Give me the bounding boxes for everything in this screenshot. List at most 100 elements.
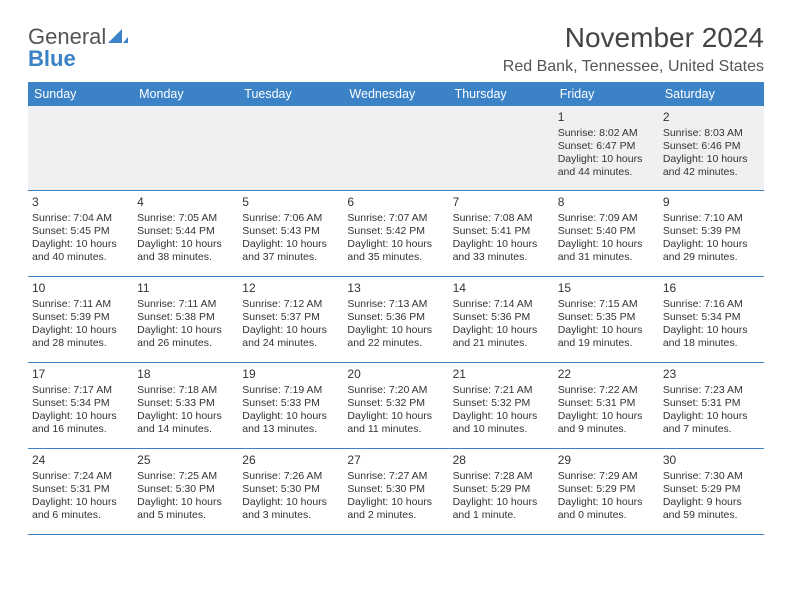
detail-line: and 3 minutes.: [242, 509, 339, 522]
day-detail: Sunrise: 7:19 AMSunset: 5:33 PMDaylight:…: [242, 384, 339, 437]
detail-line: Sunset: 5:35 PM: [558, 311, 655, 324]
detail-line: Daylight: 10 hours: [558, 410, 655, 423]
location-label: Red Bank, Tennessee, United States: [503, 58, 764, 76]
detail-line: Sunrise: 7:12 AM: [242, 298, 339, 311]
detail-line: Sunrise: 7:25 AM: [137, 470, 234, 483]
title-block: November 2024 Red Bank, Tennessee, Unite…: [503, 22, 764, 76]
detail-line: and 19 minutes.: [558, 337, 655, 350]
detail-line: Sunset: 5:32 PM: [347, 397, 444, 410]
calendar-cell: 25 Sunrise: 7:25 AMSunset: 5:30 PMDayligh…: [133, 448, 238, 534]
detail-line: Daylight: 10 hours: [558, 496, 655, 509]
calendar-cell: 24Sunrise: 7:24 AMSunset: 5:31 PMDayligh…: [28, 448, 133, 534]
day-number: 22: [558, 367, 655, 382]
day-detail: Sunrise: 7:11 AMSunset: 5:39 PMDaylight:…: [32, 298, 129, 351]
calendar-row: 24Sunrise: 7:24 AMSunset: 5:31 PMDayligh…: [28, 448, 764, 534]
detail-line: and 18 minutes.: [663, 337, 760, 350]
detail-line: Sunrise: 7:22 AM: [558, 384, 655, 397]
day-detail: Sunrise: 7:27 AMSunset: 5:30 PMDaylight:…: [347, 470, 444, 523]
detail-line: and 33 minutes.: [453, 251, 550, 264]
calendar-cell: 12 Sunrise: 7:12 AMSunset: 5:37 PMDayligh…: [238, 276, 343, 362]
detail-line: Sunset: 5:29 PM: [453, 483, 550, 496]
calendar-cell: 18Sunrise: 7:18 AMSunset: 5:33 PMDayligh…: [133, 362, 238, 448]
detail-line: Daylight: 10 hours: [137, 496, 234, 509]
detail-line: Sunset: 5:30 PM: [137, 483, 234, 496]
day-detail: Sunrise: 7:06 AMSunset: 5:43 PMDaylight:…: [242, 212, 339, 265]
detail-line: Sunset: 5:31 PM: [32, 483, 129, 496]
calendar-cell: 8 Sunrise: 7:09 AMSunset: 5:40 PMDaylight…: [554, 190, 659, 276]
brand-logo: General Blue: [28, 22, 128, 70]
calendar-cell: 27 Sunrise: 7:27 AMSunset: 5:30 PMDayligh…: [343, 448, 448, 534]
detail-line: and 44 minutes.: [558, 166, 655, 179]
day-detail: Sunrise: 7:12 AMSunset: 5:37 PMDaylight:…: [242, 298, 339, 351]
brand-word-1: General: [28, 26, 106, 48]
detail-line: Sunset: 5:31 PM: [663, 397, 760, 410]
day-detail: Sunrise: 8:02 AMSunset: 6:47 PMDaylight:…: [558, 127, 655, 180]
day-number: 27: [347, 453, 444, 468]
detail-line: Daylight: 10 hours: [137, 410, 234, 423]
day-detail: Sunrise: 7:09 AMSunset: 5:40 PMDaylight:…: [558, 212, 655, 265]
day-detail: Sunrise: 7:20 AMSunset: 5:32 PMDaylight:…: [347, 384, 444, 437]
day-number: 25: [137, 453, 234, 468]
day-number: 12: [242, 281, 339, 296]
col-thu: Thursday: [449, 82, 554, 106]
detail-line: Sunset: 5:41 PM: [453, 225, 550, 238]
detail-line: Sunset: 5:30 PM: [242, 483, 339, 496]
calendar-cell: 21Sunrise: 7:21 AMSunset: 5:32 PMDayligh…: [449, 362, 554, 448]
detail-line: Daylight: 10 hours: [242, 496, 339, 509]
calendar-cell: 30Sunrise: 7:30 AMSunset: 5:29 PMDayligh…: [659, 448, 764, 534]
detail-line: Sunrise: 7:27 AM: [347, 470, 444, 483]
detail-line: Sunset: 5:39 PM: [663, 225, 760, 238]
detail-line: Sunrise: 7:17 AM: [32, 384, 129, 397]
day-detail: Sunrise: 7:16 AMSunset: 5:34 PMDaylight:…: [663, 298, 760, 351]
detail-line: Sunrise: 7:19 AM: [242, 384, 339, 397]
detail-line: Sunset: 5:29 PM: [663, 483, 760, 496]
detail-line: Daylight: 10 hours: [347, 238, 444, 251]
day-number: 2: [663, 110, 760, 125]
detail-line: and 10 minutes.: [453, 423, 550, 436]
calendar-cell: 22 Sunrise: 7:22 AMSunset: 5:31 PMDayligh…: [554, 362, 659, 448]
detail-line: Sunset: 5:38 PM: [137, 311, 234, 324]
detail-line: Sunrise: 7:24 AM: [32, 470, 129, 483]
detail-line: and 16 minutes.: [32, 423, 129, 436]
calendar-cell: 19 Sunrise: 7:19 AMSunset: 5:33 PMDayligh…: [238, 362, 343, 448]
detail-line: Sunset: 5:31 PM: [558, 397, 655, 410]
detail-line: Sunrise: 7:05 AM: [137, 212, 234, 225]
day-number: 15: [558, 281, 655, 296]
col-mon: Monday: [133, 82, 238, 106]
calendar-cell: [449, 106, 554, 190]
detail-line: Sunrise: 7:04 AM: [32, 212, 129, 225]
detail-line: Sunset: 6:47 PM: [558, 140, 655, 153]
weekday-header-row: Sunday Monday Tuesday Wednesday Thursday…: [28, 82, 764, 106]
calendar-cell: 17Sunrise: 7:17 AMSunset: 5:34 PMDayligh…: [28, 362, 133, 448]
calendar-cell: 13Sunrise: 7:13 AMSunset: 5:36 PMDayligh…: [343, 276, 448, 362]
detail-line: Daylight: 10 hours: [453, 410, 550, 423]
day-number: 3: [32, 195, 129, 210]
detail-line: Sunrise: 7:11 AM: [137, 298, 234, 311]
day-number: 19: [242, 367, 339, 382]
detail-line: Sunrise: 7:13 AM: [347, 298, 444, 311]
detail-line: Sunrise: 8:02 AM: [558, 127, 655, 140]
detail-line: and 22 minutes.: [347, 337, 444, 350]
detail-line: Sunset: 5:40 PM: [558, 225, 655, 238]
detail-line: Sunrise: 7:21 AM: [453, 384, 550, 397]
day-number: 29: [558, 453, 655, 468]
detail-line: Sunrise: 8:03 AM: [663, 127, 760, 140]
detail-line: Daylight: 10 hours: [32, 324, 129, 337]
detail-line: Sunset: 5:36 PM: [347, 311, 444, 324]
detail-line: Sunrise: 7:26 AM: [242, 470, 339, 483]
day-number: 30: [663, 453, 760, 468]
day-number: 8: [558, 195, 655, 210]
day-number: 23: [663, 367, 760, 382]
detail-line: and 0 minutes.: [558, 509, 655, 522]
day-detail: Sunrise: 7:22 AMSunset: 5:31 PMDaylight:…: [558, 384, 655, 437]
day-detail: Sunrise: 7:17 AMSunset: 5:34 PMDaylight:…: [32, 384, 129, 437]
detail-line: Daylight: 10 hours: [558, 153, 655, 166]
detail-line: Daylight: 10 hours: [32, 496, 129, 509]
detail-line: Sunrise: 7:30 AM: [663, 470, 760, 483]
day-detail: Sunrise: 7:05 AMSunset: 5:44 PMDaylight:…: [137, 212, 234, 265]
calendar-cell: 10Sunrise: 7:11 AMSunset: 5:39 PMDayligh…: [28, 276, 133, 362]
detail-line: Daylight: 10 hours: [242, 238, 339, 251]
detail-line: Sunrise: 7:23 AM: [663, 384, 760, 397]
day-detail: Sunrise: 7:13 AMSunset: 5:36 PMDaylight:…: [347, 298, 444, 351]
day-number: 21: [453, 367, 550, 382]
